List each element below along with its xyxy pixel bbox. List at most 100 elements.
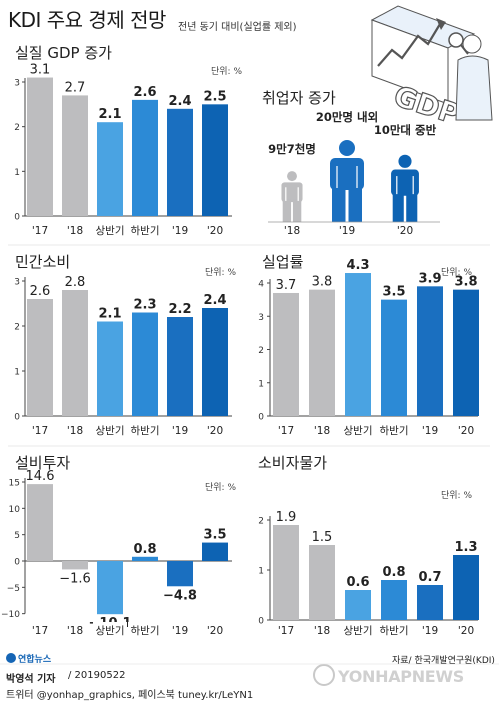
category-label-unemployment: '19: [422, 425, 438, 437]
category-bg-investment: [128, 622, 162, 638]
chart-title-gdp: 실질 GDP 증가: [15, 44, 112, 62]
y-tick-label-consumption: 3: [14, 278, 20, 288]
bar-prices: [345, 590, 371, 620]
category-bg-unemployment: [413, 422, 447, 438]
person-torso: [330, 158, 364, 190]
author-name: 박영석 기자: [6, 674, 56, 685]
bar-consumption: [167, 317, 193, 416]
category-label-consumption: 상반기: [96, 425, 125, 437]
y-tick-label-investment: 15: [9, 479, 20, 489]
bar-investment: [97, 561, 123, 615]
value-label-investment: 0.8: [133, 542, 156, 557]
category-label-gdp: 하반기: [131, 224, 160, 237]
unit-label-prices: 단위: %: [441, 490, 472, 501]
person-leg: [406, 192, 418, 222]
bar-unemployment: [417, 286, 443, 416]
page-subtitle: 전년 동기 대비(실업률 제외): [178, 22, 297, 33]
value-label-gdp: 2.6: [133, 85, 156, 100]
bar-prices: [453, 555, 479, 620]
date-text: / 20190522: [68, 670, 126, 681]
category-bg-gdp: [198, 222, 232, 238]
bar-investment: [27, 484, 53, 561]
unit-label-investment: 단위: %: [205, 482, 236, 493]
value-label-prices: 0.6: [346, 575, 369, 590]
y-tick-label-prices: 1: [258, 567, 264, 577]
bar-unemployment: [381, 299, 407, 416]
category-bg-unemployment: [377, 422, 411, 438]
page-title: KDI 주요 경제 전망: [8, 8, 166, 32]
value-label-investment: −4.8: [163, 588, 197, 603]
panel-dividers: [8, 244, 490, 447]
value-label-prices: 1.3: [454, 540, 477, 555]
bar-investment: [132, 556, 158, 561]
y-tick-label-investment: 0: [14, 558, 20, 568]
person-leg: [292, 199, 302, 222]
value-label-prices: 1.5: [312, 530, 333, 545]
bar-consumption: [27, 299, 53, 416]
employment-value-label: 9만7천명: [268, 142, 316, 156]
category-label-unemployment: '17: [278, 425, 294, 437]
category-bg-consumption: [93, 422, 127, 438]
watermark-text: YONHAPNEWS: [337, 667, 464, 686]
category-bg-investment: [93, 622, 127, 638]
value-label-unemployment: 3.8: [454, 275, 477, 290]
value-label-consumption: 2.1: [98, 307, 121, 322]
bar-gdp: [132, 99, 158, 216]
category-label-unemployment: '20: [458, 425, 474, 437]
category-label-consumption: 하반기: [131, 424, 160, 437]
bar-gdp: [167, 108, 193, 216]
value-label-investment: 3.5: [203, 528, 226, 543]
bar-prices: [417, 585, 443, 620]
yonhap-logo-icon: [6, 653, 16, 663]
category-bg-investment: [198, 622, 232, 638]
employment-category-label: '20: [397, 225, 413, 237]
value-label-investment: 14.6: [26, 469, 55, 484]
value-label-prices: 0.8: [382, 565, 405, 580]
category-label-investment: 상반기: [96, 625, 125, 637]
gdp-illustration: GDP: [370, 5, 493, 132]
y-tick-label-investment: 5: [14, 531, 20, 541]
bar-unemployment: [453, 289, 479, 416]
bar-gdp: [202, 104, 228, 216]
value-label-gdp: 2.5: [203, 89, 226, 104]
y-tick-label-unemployment: 2: [258, 346, 264, 356]
category-label-investment: '19: [172, 625, 188, 637]
value-label-gdp: 2.7: [65, 80, 86, 95]
bar-investment: [202, 542, 228, 561]
category-label-investment: '18: [67, 625, 83, 637]
value-label-consumption: 2.8: [65, 275, 86, 290]
category-bg-unemployment: [449, 422, 483, 438]
unit-label-consumption: 단위: %: [205, 267, 236, 278]
category-bg-gdp: [128, 222, 162, 238]
category-bg-investment: [163, 622, 197, 638]
value-label-prices: 0.7: [418, 570, 441, 585]
person-leg: [282, 199, 292, 222]
chart-title-prices: 소비자물가: [258, 454, 327, 472]
person-torso: [281, 182, 303, 203]
bar-prices: [381, 580, 407, 620]
category-label-gdp: '18: [67, 225, 83, 237]
y-tick-label-gdp: 0: [14, 213, 20, 223]
y-tick-label-gdp: 1: [14, 168, 20, 178]
y-tick-label-consumption: 1: [14, 368, 20, 378]
y-tick-label-unemployment: 4: [258, 280, 264, 290]
category-bg-prices: [449, 622, 483, 638]
category-label-prices: '18: [314, 625, 330, 637]
bar-investment: [62, 561, 88, 570]
unit-label-gdp: 단위: %: [211, 66, 242, 77]
category-bg-unemployment: [341, 422, 375, 438]
person-icon: [287, 171, 297, 182]
value-label-investment: −1.6: [59, 571, 91, 586]
bar-consumption: [97, 321, 123, 416]
bar-consumption: [132, 312, 158, 416]
bar-unemployment: [273, 292, 299, 416]
bar-gdp: [27, 77, 53, 217]
category-label-investment: '20: [207, 625, 223, 637]
value-label-unemployment: 3.8: [312, 275, 333, 290]
category-label-consumption: '18: [67, 425, 83, 437]
value-label-gdp: 2.1: [98, 107, 121, 122]
